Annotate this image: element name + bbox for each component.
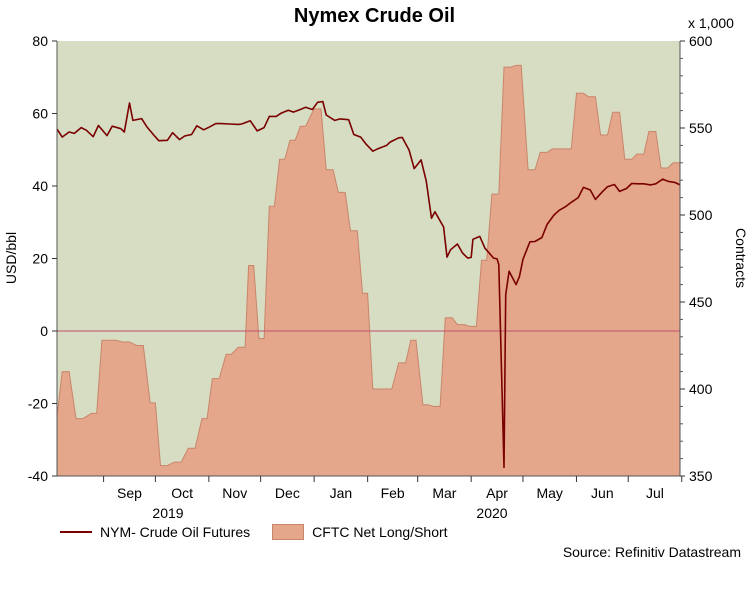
left-axis-title: USD/bbl — [3, 232, 19, 284]
legend-item-line: NYM- Crude Oil Futures — [60, 524, 250, 540]
month-label: Jun — [591, 485, 614, 501]
month-label: Apr — [486, 485, 508, 501]
month-label: Mar — [432, 485, 456, 501]
left-tick-label: -40 — [28, 468, 48, 484]
crude-price-line — [56, 100, 681, 469]
left-tick-label: 80 — [32, 33, 48, 49]
cftc-area — [56, 64, 681, 477]
right-tick-label: 350 — [689, 468, 713, 484]
left-tick-label: 40 — [32, 178, 48, 194]
month-label: Sep — [117, 485, 142, 501]
right-tick-label: 400 — [689, 381, 713, 397]
legend: NYM- Crude Oil Futures CFTC Net Long/Sho… — [60, 522, 470, 542]
right-tick-label: 550 — [689, 120, 713, 136]
legend-item-area: CFTC Net Long/Short — [272, 524, 448, 540]
right-tick-label: 500 — [689, 207, 713, 223]
legend-label-area: CFTC Net Long/Short — [312, 524, 448, 540]
left-tick-label: 20 — [32, 251, 48, 267]
left-tick-label: 60 — [32, 106, 48, 122]
legend-label-line: NYM- Crude Oil Futures — [100, 524, 251, 540]
left-tick-label: 0 — [40, 323, 48, 339]
year-label-2020: 2020 — [476, 505, 507, 521]
left-tick-label: -20 — [28, 396, 48, 412]
chart-title: Nymex Crude Oil — [293, 5, 456, 27]
month-label: Feb — [381, 485, 405, 501]
month-label: Jan — [330, 485, 353, 501]
month-label: Oct — [171, 485, 193, 501]
month-label: Jul — [646, 485, 664, 501]
right-axis-unit: x 1,000 — [688, 15, 734, 31]
year-label-2019: 2019 — [152, 505, 183, 521]
legend-area-swatch — [272, 524, 305, 540]
month-label: Dec — [275, 485, 300, 501]
month-label: May — [536, 485, 562, 501]
right-axis-title: Contracts — [733, 228, 749, 288]
right-tick-label: 600 — [689, 33, 713, 49]
right-tick-label: 450 — [689, 294, 713, 310]
source-note: Source: Refinitiv Datastream — [562, 544, 741, 560]
legend-line-swatch — [60, 531, 92, 533]
month-label: Nov — [222, 485, 247, 501]
